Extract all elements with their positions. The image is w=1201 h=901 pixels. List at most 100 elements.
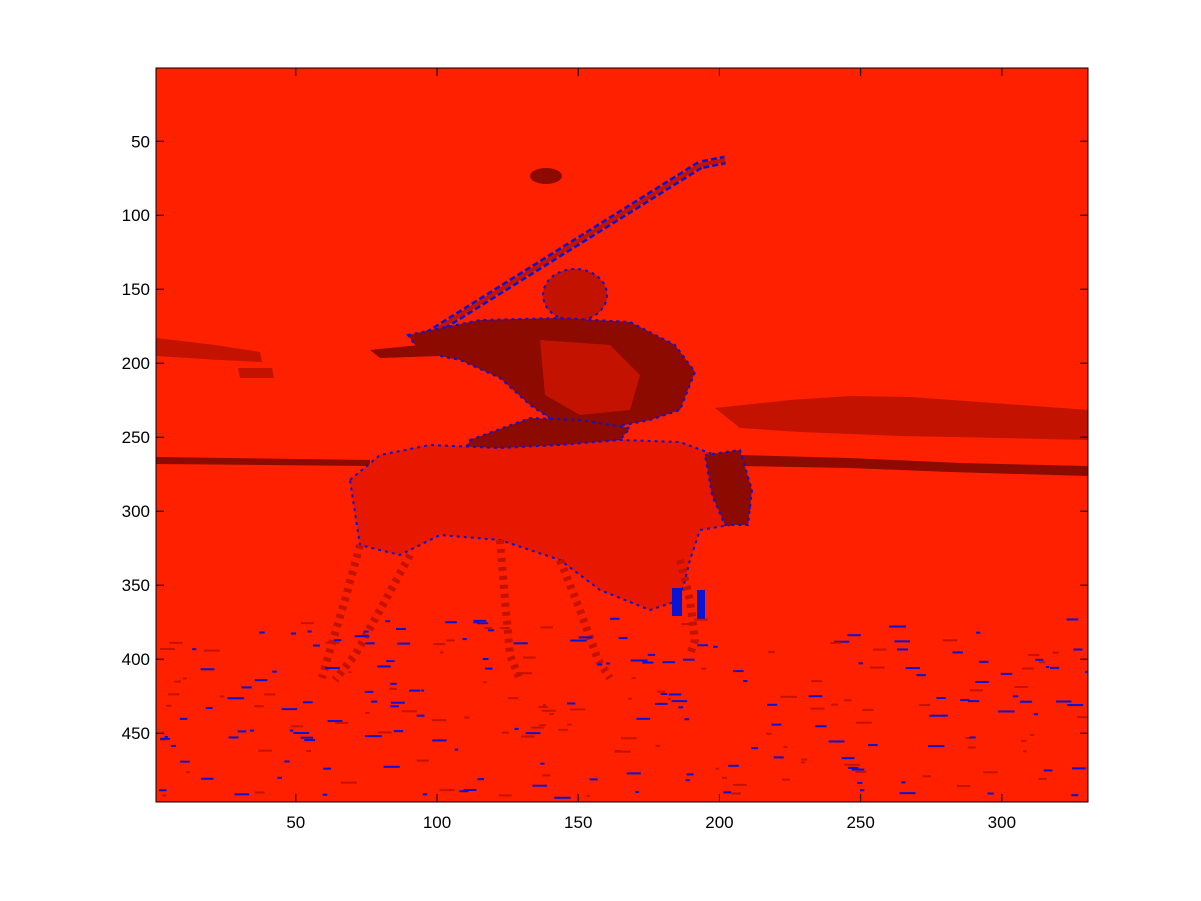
speckle-mark	[929, 714, 945, 717]
speckle-mark	[300, 736, 314, 739]
speckle-mark	[462, 638, 467, 641]
horizon-band-right-lower	[740, 455, 1088, 476]
speckle-mark	[160, 647, 175, 650]
speckle-mark	[780, 695, 797, 698]
speckle-mark	[401, 710, 417, 713]
speckle-mark	[828, 740, 845, 743]
speckle-mark	[348, 671, 352, 674]
speckle-mark	[965, 736, 972, 739]
speckle-mark	[667, 697, 672, 700]
speckle-mark	[1014, 685, 1029, 688]
rider-arm	[370, 345, 440, 358]
speckle-mark	[767, 703, 778, 706]
speckle-mark	[1020, 739, 1027, 742]
speckle-mark	[668, 693, 682, 696]
speckle-mark	[205, 706, 213, 709]
speckle-mark	[377, 665, 391, 668]
distant-shape-left-small	[238, 368, 274, 378]
speckle-mark	[630, 659, 648, 662]
speckle-mark	[660, 693, 668, 696]
speckle-mark	[978, 660, 989, 663]
speckle-mark	[241, 686, 252, 689]
speckle-mark	[166, 704, 172, 707]
speckle-mark	[264, 693, 276, 696]
speckle-mark	[682, 658, 695, 661]
speckle-mark	[810, 707, 825, 710]
speckle-mark	[525, 732, 541, 735]
y-tick-label: 150	[122, 280, 150, 299]
speckle-mark	[258, 749, 273, 752]
x-tick-label: 200	[705, 813, 733, 832]
speckle-mark	[610, 617, 620, 620]
y-tick-label: 250	[122, 428, 150, 447]
speckle-mark	[998, 710, 1015, 713]
speckle-mark	[1052, 651, 1059, 654]
speckle-mark	[396, 628, 406, 631]
speckle-mark	[919, 704, 931, 707]
speckle-mark	[1038, 777, 1047, 780]
x-tick-label: 100	[423, 813, 451, 832]
speckle-mark	[732, 670, 744, 673]
speckle-mark	[409, 689, 421, 692]
speckle-mark	[180, 760, 190, 763]
distant-shape-left	[156, 338, 262, 362]
speckle-mark	[219, 695, 225, 698]
speckle-mark	[254, 791, 265, 794]
speckle-mark	[678, 706, 684, 709]
speckle-mark	[365, 711, 370, 714]
speckle-mark	[416, 714, 425, 717]
speckle-mark	[1030, 733, 1035, 736]
mallet-core	[418, 158, 726, 342]
speckle-mark	[1073, 648, 1083, 651]
speckle-mark	[586, 794, 590, 797]
speckle-mark	[549, 713, 554, 716]
speckle-mark	[227, 697, 245, 700]
speckle-mark	[1066, 618, 1079, 621]
horse-head	[703, 448, 754, 526]
speckle-mark	[681, 623, 695, 626]
speckle-mark	[386, 660, 395, 663]
y-tick-label: 450	[122, 724, 150, 743]
speckle-mark	[743, 680, 748, 683]
speckle-mark	[1019, 700, 1033, 703]
speckle-mark	[872, 648, 887, 651]
speckle-mark	[542, 704, 546, 707]
speckle-mark	[159, 789, 167, 792]
speckle-mark	[642, 661, 654, 664]
speckle-mark	[1035, 658, 1044, 661]
speckle-mark	[484, 626, 493, 629]
x-tick-label: 250	[846, 813, 874, 832]
speckle-mark	[323, 767, 331, 770]
speckle-mark	[956, 785, 971, 788]
speckle-mark	[523, 656, 536, 659]
speckle-mark	[281, 708, 298, 711]
speckle-mark	[976, 631, 981, 634]
speckle-mark	[540, 626, 554, 629]
speckle-mark	[530, 726, 545, 729]
speckle-mark	[463, 788, 477, 791]
speckle-mark	[354, 635, 369, 638]
speckle-mark	[967, 746, 976, 749]
speckle-mark	[855, 721, 872, 724]
speckle-mark	[473, 619, 487, 622]
speckle-mark	[1033, 713, 1038, 716]
speckle-mark	[751, 747, 759, 750]
speckle-mark	[1067, 704, 1084, 707]
speckle-mark	[1071, 794, 1079, 797]
speckle-mark	[473, 621, 479, 624]
speckle-mark	[521, 735, 535, 738]
speckle-mark	[201, 777, 214, 780]
speckle-mark	[335, 721, 349, 724]
speckle-mark	[765, 732, 772, 735]
speckle-mark	[383, 765, 400, 768]
speckle-mark	[293, 731, 310, 734]
speckle-mark	[364, 690, 374, 693]
speckle-mark	[671, 700, 688, 703]
speckle-mark	[942, 639, 958, 642]
speckle-mark	[631, 676, 636, 679]
x-tick-label: 150	[564, 813, 592, 832]
speckle-mark	[1021, 667, 1034, 670]
speckle-mark	[1012, 695, 1019, 698]
speckle-mark	[569, 708, 586, 711]
horse-leg-marking	[672, 588, 682, 616]
